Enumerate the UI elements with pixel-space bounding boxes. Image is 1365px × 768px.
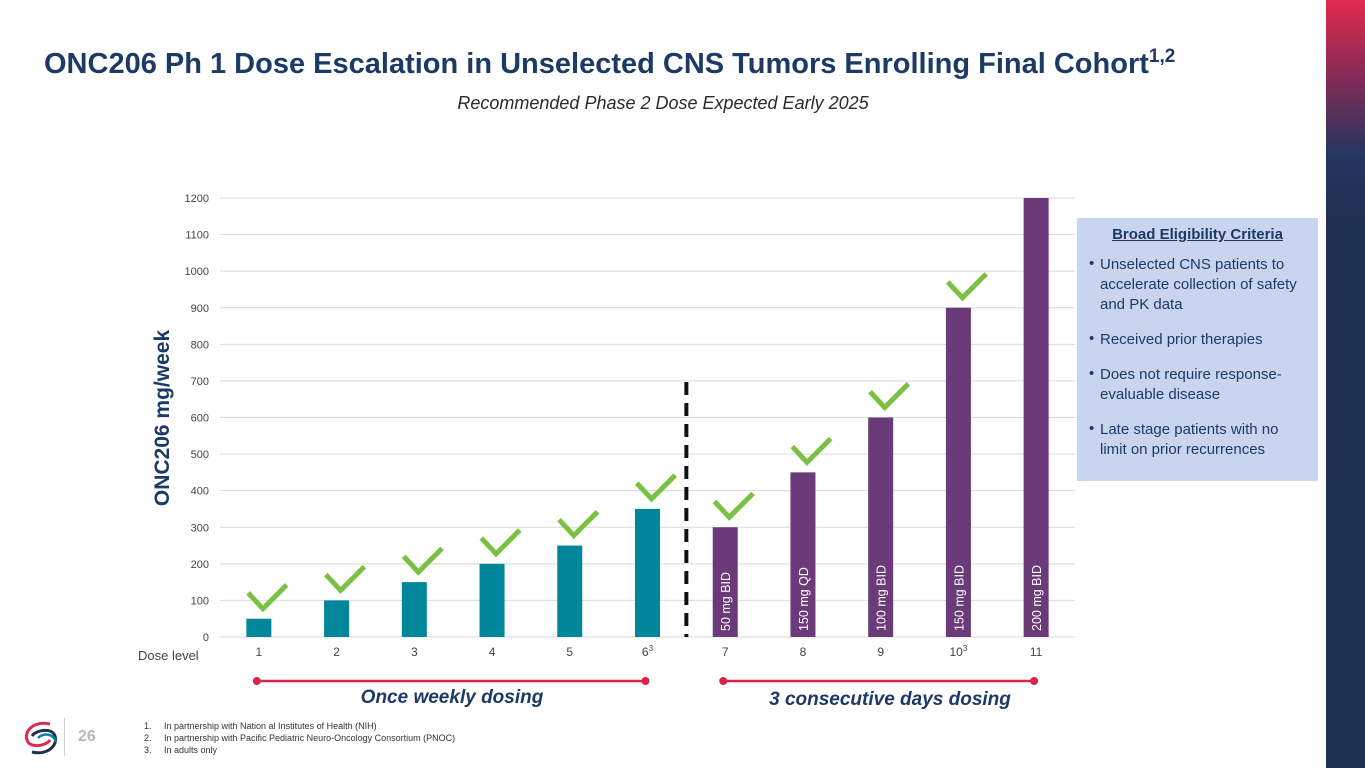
criteria-item: Unselected CNS patients to accelerate co…	[1089, 254, 1306, 315]
check-mark-icon	[945, 272, 988, 302]
bar-label: 200 mg BID	[1030, 565, 1044, 631]
footnote-number: 2.	[144, 733, 152, 743]
footnote-text: In adults only	[164, 745, 218, 755]
bar-label: 100 mg BID	[875, 565, 889, 631]
eligibility-criteria-box: Broad Eligibility Criteria Unselected CN…	[1077, 218, 1318, 481]
range-endpoint	[252, 677, 261, 685]
y-tick-label: 1000	[185, 266, 209, 278]
bar	[945, 307, 971, 637]
check-mark-icon	[557, 510, 600, 540]
x-tick-label: 5	[566, 645, 573, 659]
bar	[479, 563, 505, 637]
check-mark-icon	[324, 564, 367, 595]
x-tick-label: 103	[950, 644, 968, 659]
footer-divider	[64, 718, 65, 756]
dose-escalation-chart: 0100200300400500600700800900100011001200…	[185, 193, 1075, 685]
bar	[401, 582, 427, 637]
x-axis-label: Dose level	[138, 648, 199, 663]
bar-label: 150 mg QD	[797, 567, 811, 631]
bar	[790, 472, 816, 637]
footnote: 1. In partnership with Nation al Institut…	[144, 720, 455, 732]
title-text: ONC206 Ph 1 Dose Escalation in Unselecte…	[44, 48, 1149, 80]
range-endpoint	[1030, 677, 1039, 685]
y-tick-label: 300	[191, 522, 209, 534]
company-logo-icon	[25, 721, 58, 755]
y-tick-label: 200	[191, 559, 209, 571]
y-tick-label: 1200	[185, 193, 209, 205]
check-mark-icon	[790, 436, 833, 466]
footnote-number: 1.	[144, 721, 152, 731]
bar	[1023, 198, 1049, 637]
footnote-number: 3.	[144, 745, 152, 755]
x-tick-label: 11	[1030, 645, 1043, 659]
criteria-list: Unselected CNS patients to accelerate co…	[1089, 254, 1306, 460]
y-tick-label: 100	[191, 595, 209, 607]
bar	[868, 417, 894, 637]
page-number: 26	[78, 728, 96, 745]
check-mark-icon	[712, 491, 755, 521]
check-mark-icon	[634, 473, 678, 503]
y-axis-label: ONC206 mg/week	[151, 329, 174, 507]
footnote-text: In partnership with Pacific Pediatric Ne…	[164, 733, 456, 743]
footnotes: 1. In partnership with Nation al Institut…	[144, 720, 455, 756]
criteria-item: Does not require response-evaluable dise…	[1089, 364, 1306, 405]
x-tick-label: 1	[256, 645, 263, 659]
bar-label: 150 mg BID	[952, 565, 966, 631]
check-mark-icon	[401, 546, 444, 576]
y-tick-label: 800	[191, 339, 209, 351]
range-label-consecutive: 3 consecutive days dosing	[769, 689, 1011, 710]
y-tick-label: 1100	[185, 230, 209, 242]
right-accent-bar	[1326, 0, 1365, 768]
y-tick-label: 0	[203, 632, 209, 644]
y-tick-label: 400	[191, 486, 209, 498]
check-mark-icon	[479, 528, 522, 558]
x-tick-label: 63	[642, 644, 654, 659]
footnote: 3. In adults only	[144, 744, 455, 756]
x-tick-label: 4	[489, 645, 496, 659]
check-mark-icon	[246, 583, 289, 613]
x-tick-superscript: 3	[649, 644, 654, 653]
y-tick-label: 700	[191, 376, 209, 388]
x-tick-label: 2	[333, 645, 340, 659]
footnote-text: In partnership with Nation al Institutes…	[164, 721, 377, 731]
criteria-item: Late stage patients with no limit on pri…	[1089, 419, 1306, 460]
range-label-weekly: Once weekly dosing	[360, 687, 544, 708]
title-superscript: 1,2	[1148, 46, 1176, 67]
bar	[635, 508, 660, 637]
bar	[712, 527, 738, 637]
criteria-item: Received prior therapies	[1089, 329, 1306, 350]
bar-label: 50 mg BID	[719, 572, 733, 631]
x-tick-label: 9	[877, 645, 884, 659]
y-tick-label: 900	[191, 303, 209, 315]
check-mark-icon	[868, 381, 911, 412]
bar	[557, 545, 583, 637]
page-title: ONC206 Ph 1 Dose Escalation in Unselecte…	[44, 46, 1176, 81]
y-tick-label: 600	[191, 413, 209, 425]
x-tick-superscript: 3	[963, 644, 968, 653]
x-tick-label: 7	[722, 645, 729, 659]
range-endpoint	[719, 677, 728, 685]
range-endpoint	[641, 677, 650, 685]
criteria-heading: Broad Eligibility Criteria	[1112, 226, 1283, 243]
bar	[246, 618, 272, 637]
x-tick-label: 3	[411, 645, 418, 659]
page-subtitle: Recommended Phase 2 Dose Expected Early …	[457, 93, 869, 113]
bar	[324, 600, 350, 637]
x-tick-label: 8	[800, 645, 807, 659]
footnote: 2. In partnership with Pacific Pediatric …	[144, 732, 455, 744]
y-tick-label: 500	[191, 449, 209, 461]
